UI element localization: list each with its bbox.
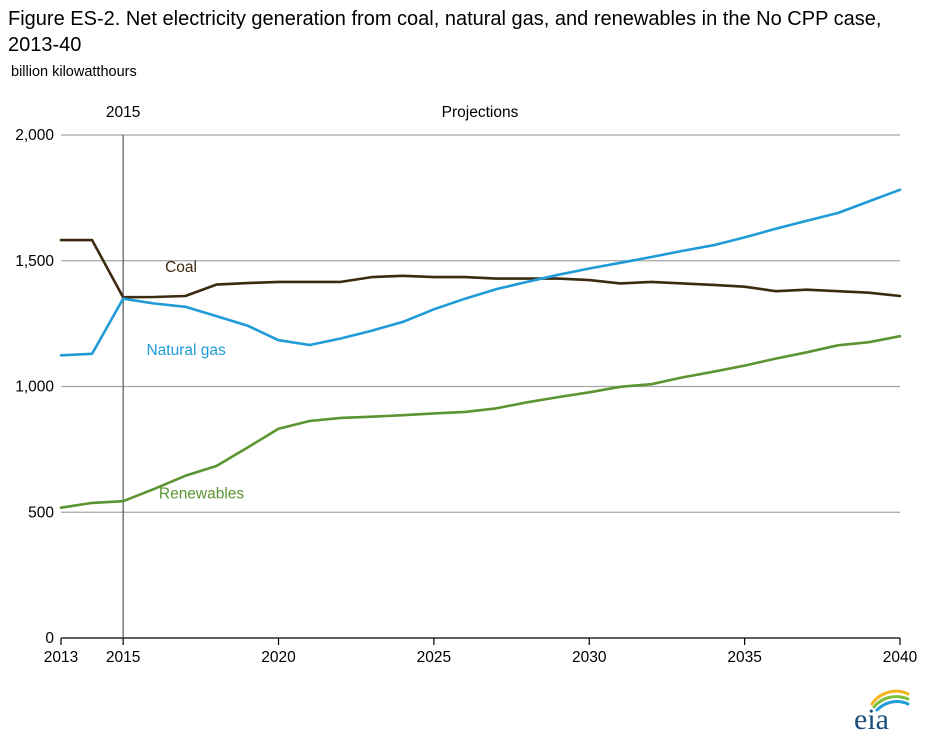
series-label-renewables: Renewables: [159, 485, 245, 502]
x-tick-label: 2015: [106, 649, 140, 666]
projections-label: Projections: [442, 104, 519, 121]
y-tick-labels: 0 500 1,000 1,500 2,000: [15, 127, 54, 647]
series-labels: Coal Natural gas Renewables: [146, 259, 244, 502]
y-tick-label: 2,000: [15, 127, 54, 144]
series-label-coal: Coal: [165, 259, 197, 276]
eia-logo-text: eia: [854, 703, 889, 732]
history-marker-label: 2015: [106, 104, 140, 121]
x-tick-label: 2025: [417, 649, 451, 666]
series-lines: [59, 188, 902, 510]
x-tick-label: 2013: [44, 649, 78, 666]
x-tick-label: 2035: [727, 649, 761, 666]
y-tick-label: 1,500: [15, 253, 54, 270]
chart-title: Figure ES-2. Net electricity generation …: [8, 8, 882, 56]
gridlines: [61, 134, 900, 513]
x-tick-label: 2030: [572, 649, 607, 666]
y-axis-unit-label: billion kilowatthours: [11, 64, 137, 80]
series-line-natural-gas: [59, 188, 902, 357]
x-tick-label: 2040: [883, 649, 918, 666]
y-tick-label: 1,000: [15, 379, 54, 396]
x-tick-label: 2020: [261, 649, 296, 666]
x-axis: 2013 2015 2020 2025 2030 2035 2040: [44, 637, 918, 666]
y-tick-label: 500: [28, 504, 54, 521]
y-tick-label: 0: [45, 630, 54, 647]
eia-logo: eia: [854, 689, 910, 732]
series-line-coal: [59, 238, 902, 299]
series-label-natural-gas: Natural gas: [146, 342, 226, 359]
series-line-renewables: [59, 334, 902, 510]
